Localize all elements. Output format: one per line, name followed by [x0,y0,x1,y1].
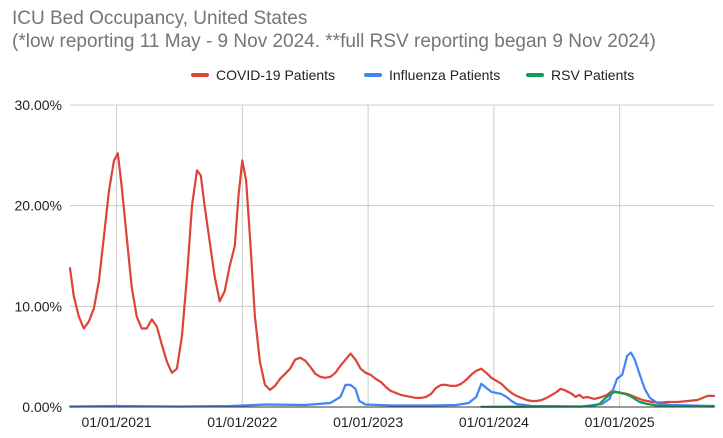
y-tick-label: 10.00% [15,298,62,314]
axis-layer: 0.00% 10.00% 20.00% 30.00% 01/01/2021 01/01/2… [15,97,714,430]
legend-item-influenza[interactable]: Influenza Patients [364,67,500,83]
series-line-rsv [480,390,716,408]
series-line-influenza [68,351,716,408]
legend-item-covid[interactable]: COVID-19 Patients [191,67,335,83]
y-tick-label: 20.00% [15,198,62,214]
grid-layer [70,104,714,407]
chart-title: ICU Bed Occupancy, United States [12,8,308,29]
y-tick-label: 30.00% [15,97,62,113]
y-tick-label: 0.00% [22,399,62,415]
series-layer [68,152,716,408]
legend-label-covid: COVID-19 Patients [216,67,335,83]
x-tick-label: 01/01/2024 [459,414,529,430]
x-tick-label: 01/01/2021 [82,414,152,430]
legend: COVID-19 Patients Influenza Patients RSV… [191,67,634,83]
x-tick-label: 01/01/2023 [333,414,403,430]
x-tick-label: 01/01/2022 [207,414,277,430]
chart-subtitle: (*low reporting 11 May - 9 Nov 2024. **f… [12,31,656,52]
legend-item-rsv[interactable]: RSV Patients [526,67,634,83]
series-line-covid [68,152,716,404]
legend-label-influenza: Influenza Patients [389,67,500,83]
legend-label-rsv: RSV Patients [551,67,634,83]
x-tick-label: 01/01/2025 [585,414,655,430]
